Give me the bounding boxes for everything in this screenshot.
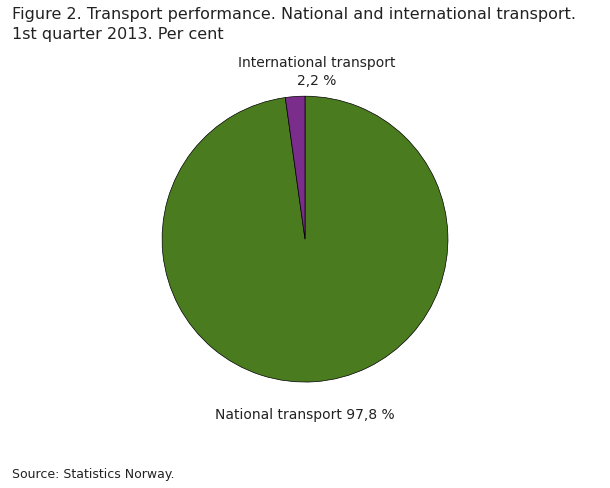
Wedge shape bbox=[285, 96, 305, 239]
Text: International transport: International transport bbox=[238, 57, 395, 70]
Text: 2,2 %: 2,2 % bbox=[296, 74, 336, 88]
Text: Figure 2. Transport performance. National and international transport.: Figure 2. Transport performance. Nationa… bbox=[12, 7, 576, 22]
Text: National transport 97,8 %: National transport 97,8 % bbox=[215, 408, 395, 422]
Text: Source: Statistics Norway.: Source: Statistics Norway. bbox=[12, 468, 174, 481]
Text: 1st quarter 2013. Per cent: 1st quarter 2013. Per cent bbox=[12, 27, 224, 42]
Wedge shape bbox=[162, 96, 448, 382]
